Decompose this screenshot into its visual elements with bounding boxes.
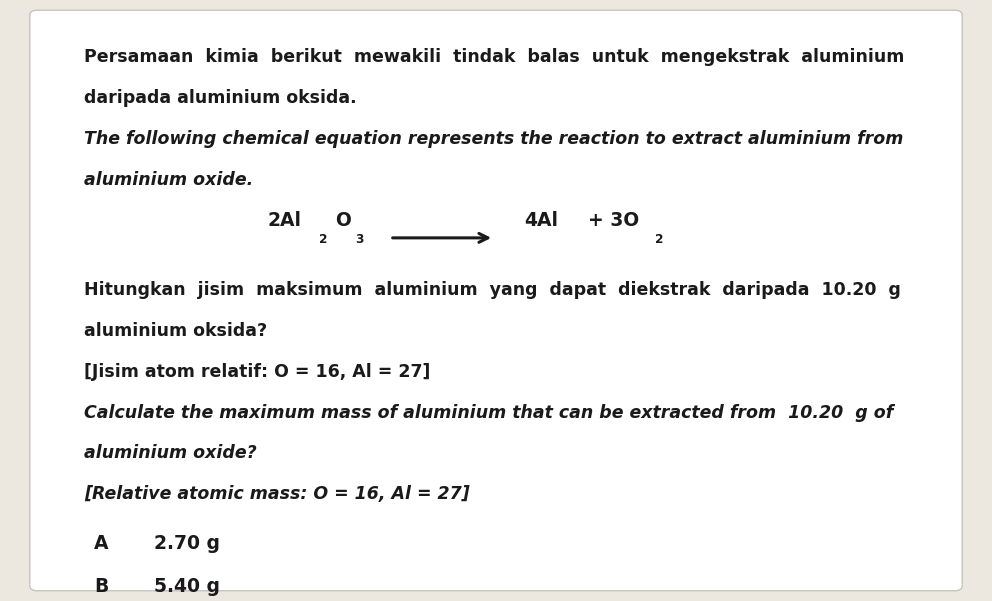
- Text: Persamaan  kimia  berikut  mewakili  tindak  balas  untuk  mengekstrak  aluminiu: Persamaan kimia berikut mewakili tindak …: [84, 48, 905, 66]
- Text: 3: 3: [355, 233, 363, 246]
- Text: The following chemical equation represents the reaction to extract aluminium fro: The following chemical equation represen…: [84, 130, 904, 148]
- Text: + 3O: + 3O: [575, 211, 640, 230]
- Text: Calculate the maximum mass of aluminium that can be extracted from  10.20  g of: Calculate the maximum mass of aluminium …: [84, 404, 894, 422]
- Text: 2: 2: [655, 233, 663, 246]
- Text: B: B: [94, 578, 108, 596]
- Text: 2.70 g: 2.70 g: [154, 534, 220, 554]
- Text: aluminium oxide.: aluminium oxide.: [84, 171, 254, 189]
- Text: 4Al: 4Al: [524, 211, 558, 230]
- Text: 2: 2: [319, 233, 327, 246]
- Text: 2Al: 2Al: [268, 211, 302, 230]
- Text: aluminium oksida?: aluminium oksida?: [84, 322, 268, 340]
- Text: Hitungkan  jisim  maksimum  aluminium  yang  dapat  diekstrak  daripada  10.20  : Hitungkan jisim maksimum aluminium yang …: [84, 281, 901, 299]
- Text: A: A: [94, 534, 109, 554]
- Text: [Relative atomic mass: O = 16, Al = 27]: [Relative atomic mass: O = 16, Al = 27]: [84, 486, 470, 504]
- Text: aluminium oxide?: aluminium oxide?: [84, 445, 257, 463]
- Text: [Jisim atom relatif: O = 16, Al = 27]: [Jisim atom relatif: O = 16, Al = 27]: [84, 363, 431, 381]
- Text: daripada aluminium oksida.: daripada aluminium oksida.: [84, 89, 357, 107]
- Text: O: O: [335, 211, 351, 230]
- Text: 5.40 g: 5.40 g: [154, 578, 220, 596]
